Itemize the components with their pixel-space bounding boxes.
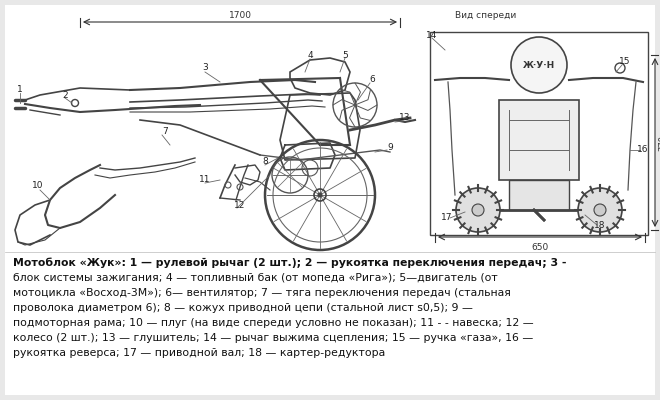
Text: 6: 6 xyxy=(369,76,375,84)
Text: Вид спереди: Вид спереди xyxy=(455,11,516,20)
Text: 17: 17 xyxy=(442,214,453,222)
Text: 13: 13 xyxy=(399,114,411,122)
Text: 10: 10 xyxy=(32,180,44,190)
Text: 18: 18 xyxy=(594,220,606,230)
Text: Ж·У·Н: Ж·У·Н xyxy=(523,60,555,70)
Text: 5: 5 xyxy=(342,50,348,60)
Text: колесо (2 шт.); 13 — глушитель; 14 — рычаг выжима сцепления; 15 — ручка «газа», : колесо (2 шт.); 13 — глушитель; 14 — рыч… xyxy=(13,333,533,343)
Text: 650: 650 xyxy=(531,243,548,252)
Text: 770: 770 xyxy=(658,135,660,151)
Text: 8: 8 xyxy=(262,158,268,166)
Text: 9: 9 xyxy=(387,144,393,152)
FancyBboxPatch shape xyxy=(509,180,569,210)
Text: 1: 1 xyxy=(17,86,23,94)
Text: 1700: 1700 xyxy=(228,11,251,20)
Text: 7: 7 xyxy=(162,128,168,136)
Text: Мотоблок «Жук»: 1 — рулевой рычаг (2 шт.); 2 — рукоятка переключения передач; 3 : Мотоблок «Жук»: 1 — рулевой рычаг (2 шт.… xyxy=(13,258,566,268)
Text: рукоятка реверса; 17 — приводной вал; 18 — картер-редуктора: рукоятка реверса; 17 — приводной вал; 18… xyxy=(13,348,385,358)
Circle shape xyxy=(578,188,622,232)
Text: 3: 3 xyxy=(202,64,208,72)
Text: 14: 14 xyxy=(426,32,438,40)
FancyBboxPatch shape xyxy=(5,250,655,395)
FancyBboxPatch shape xyxy=(430,32,648,235)
Text: мотоцикла «Восход-3М»); 6— вентилятор; 7 — тяга переключения передач (стальная: мотоцикла «Восход-3М»); 6— вентилятор; 7… xyxy=(13,288,511,298)
Text: блок системы зажигания; 4 — топливный бак (от мопеда «Рига»); 5—двигатель (от: блок системы зажигания; 4 — топливный ба… xyxy=(13,273,498,283)
Text: подмоторная рама; 10 — плуг (на виде спереди условно не показан); 11 - - навеска: подмоторная рама; 10 — плуг (на виде спе… xyxy=(13,318,534,328)
Circle shape xyxy=(317,192,323,198)
FancyBboxPatch shape xyxy=(499,100,579,180)
FancyBboxPatch shape xyxy=(5,5,655,250)
Circle shape xyxy=(594,204,606,216)
Text: 16: 16 xyxy=(638,146,649,154)
Circle shape xyxy=(511,37,567,93)
Text: 12: 12 xyxy=(234,200,246,210)
Circle shape xyxy=(456,188,500,232)
Text: 15: 15 xyxy=(619,58,631,66)
Text: проволока диаметром 6); 8 — кожух приводной цепи (стальной лист s0,5); 9 —: проволока диаметром 6); 8 — кожух привод… xyxy=(13,303,473,313)
Text: 11: 11 xyxy=(199,176,211,184)
Circle shape xyxy=(472,204,484,216)
Text: 2: 2 xyxy=(62,90,68,100)
Text: 4: 4 xyxy=(307,50,313,60)
